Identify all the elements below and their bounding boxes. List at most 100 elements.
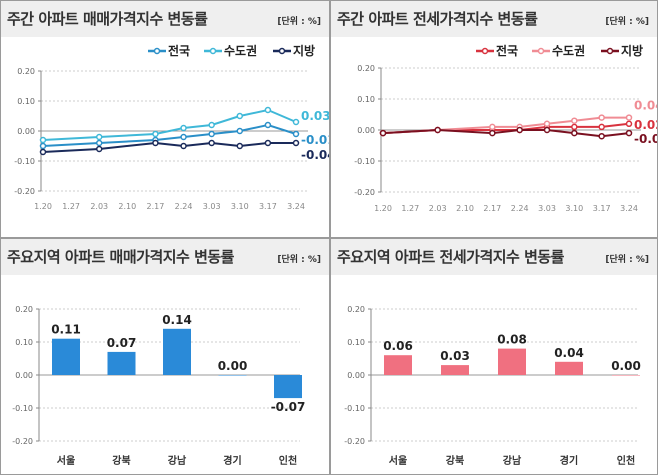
bar xyxy=(384,355,412,375)
series-line xyxy=(382,116,629,135)
y-tick-label: 0.00 xyxy=(17,127,35,136)
data-point xyxy=(180,133,187,141)
y-tick-label: -0.20 xyxy=(344,437,365,446)
x-tick-label: 1.27 xyxy=(62,202,80,211)
chart-title: 주요지역 아파트 전세가격지수 변동률 xyxy=(337,248,564,266)
series-line xyxy=(42,123,297,147)
data-point xyxy=(236,127,244,135)
legend-marker xyxy=(153,47,161,55)
bar xyxy=(52,338,80,375)
x-tick-label: 인천 xyxy=(279,454,297,467)
data-point xyxy=(598,114,605,121)
end-value-label: -0.01 xyxy=(634,132,657,146)
data-label: 0.08 xyxy=(497,333,527,347)
x-tick-label: 2.03 xyxy=(429,204,447,213)
data-point xyxy=(292,130,300,138)
x-tick-label: 3.03 xyxy=(538,204,556,213)
x-tick-label: 서울 xyxy=(57,454,75,467)
chart-title: 주요지역 아파트 매매가격지수 변동률 xyxy=(7,248,234,266)
data-label: 0.14 xyxy=(162,313,192,327)
data-point xyxy=(379,129,387,137)
unit-label: [단위 : %] xyxy=(277,17,321,27)
x-tick-label: 3.10 xyxy=(231,202,249,211)
y-tick-label: 0.20 xyxy=(357,64,375,73)
data-point xyxy=(264,139,272,147)
legend-marker xyxy=(606,47,614,55)
data-point xyxy=(152,130,159,138)
x-tick-label: 인천 xyxy=(617,454,635,467)
chart-title: 주간 아파트 매매가격지수 변동률 xyxy=(7,10,208,28)
data-point xyxy=(292,139,300,147)
data-point xyxy=(152,139,159,147)
data-point xyxy=(292,118,300,126)
data-label: 0.00 xyxy=(218,359,248,373)
plot-area: 0.20 0.10 0.00 -0.10 -0.20 1.20 1.27 2.03 2.10 2.… xyxy=(354,43,657,213)
y-tick-label: 0.10 xyxy=(347,338,365,347)
y-tick-label: -0.10 xyxy=(344,404,365,413)
chart-header xyxy=(1,239,329,275)
x-tick-label: 3.17 xyxy=(593,204,611,213)
y-tick-label: 0.20 xyxy=(15,305,33,314)
y-tick-label: 0.10 xyxy=(17,97,35,106)
y-tick-label: -0.20 xyxy=(354,188,375,197)
data-label: 0.00 xyxy=(611,359,641,373)
bar xyxy=(274,375,302,399)
data-point xyxy=(95,145,103,153)
data-label: 0.06 xyxy=(383,339,413,353)
data-point xyxy=(264,121,272,129)
legend-marker xyxy=(537,47,545,55)
data-point xyxy=(543,120,551,128)
y-tick-label: 0.10 xyxy=(357,95,375,104)
data-point xyxy=(180,124,187,132)
data-point xyxy=(208,139,215,147)
data-point xyxy=(489,129,496,137)
plot-area: 0.20 0.10 0.00 -0.10 -0.20 서울 강북 강남 경기 인천 0.06 0.03… xyxy=(344,305,641,467)
data-point xyxy=(95,133,103,141)
bar xyxy=(163,328,191,375)
legend-label: 지방 xyxy=(293,43,315,58)
y-tick-label: 0.20 xyxy=(347,305,365,314)
data-point xyxy=(39,148,47,156)
bar xyxy=(107,351,136,375)
y-tick-label: -0.10 xyxy=(354,157,375,166)
data-point xyxy=(95,139,103,147)
x-tick-label: 3.10 xyxy=(565,204,583,213)
data-point xyxy=(598,132,605,140)
chart-title: 주간 아파트 전세가격지수 변동률 xyxy=(337,10,538,28)
end-value-label: 0.02 xyxy=(634,118,657,132)
data-point xyxy=(571,117,578,124)
series-line xyxy=(382,128,630,138)
data-label: 0.04 xyxy=(554,346,584,360)
bar xyxy=(612,375,640,376)
data-point xyxy=(208,121,215,129)
x-tick-label: 2.24 xyxy=(175,202,193,211)
y-tick-label: 0.10 xyxy=(15,338,33,347)
unit-label: [단위 : %] xyxy=(605,17,649,27)
bar xyxy=(498,348,526,375)
x-tick-label: 2.10 xyxy=(118,202,136,211)
data-point xyxy=(236,112,244,120)
legend-marker xyxy=(209,47,217,55)
unit-label: [단위 : %] xyxy=(605,255,649,265)
end-value-label: 0.04 xyxy=(634,99,657,113)
data-point xyxy=(543,126,551,134)
legend-label: 전국 xyxy=(168,43,190,58)
x-tick-label: 2.17 xyxy=(147,202,165,211)
plot-area: 0.20 0.10 0.00 -0.10 -0.20 서울 강북 강남 경기 인천 0.11 0.07… xyxy=(12,305,305,467)
x-tick-label: 강남 xyxy=(168,454,187,467)
y-tick-label: 0.00 xyxy=(15,371,33,380)
bar xyxy=(218,375,247,376)
legend-label: 수도권 xyxy=(552,44,585,58)
data-point xyxy=(571,123,578,131)
legend-label: 수도권 xyxy=(224,44,257,58)
chart-header xyxy=(331,239,657,275)
x-tick-label: 경기 xyxy=(560,454,578,467)
plot-area: 0.20 0.10 0.00 -0.10 -0.20 1.20 1.27 2.03 2.10 2.… xyxy=(14,43,329,211)
y-tick-label: 0.20 xyxy=(17,67,35,76)
x-tick-label: 1.20 xyxy=(374,204,392,213)
x-tick-label: 3.17 xyxy=(259,202,277,211)
x-tick-label: 2.24 xyxy=(511,204,529,213)
x-tick-label: 3.24 xyxy=(287,202,305,211)
legend-marker xyxy=(481,47,489,55)
bar xyxy=(441,365,469,375)
